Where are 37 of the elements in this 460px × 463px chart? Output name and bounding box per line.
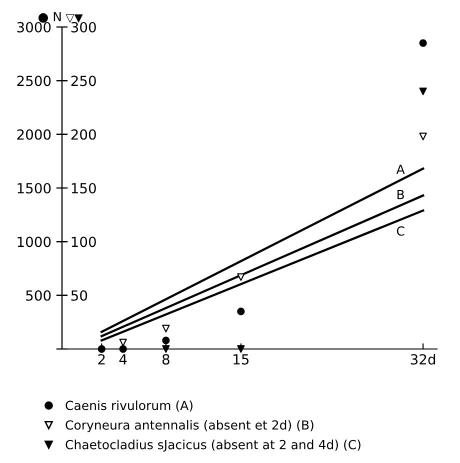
x-tick-label: 15 [234,354,249,365]
annotation: A [396,164,405,174]
y2-tick-label: 100 [72,236,96,248]
legend-label: Coryneura antennalis (absent et 2d) (B) [66,420,314,432]
y-tick-label: 500 [26,290,51,301]
point [162,336,170,344]
x-tick-label: 2 [98,354,105,364]
x-tick-label: 8 [162,354,170,365]
point [237,273,245,281]
annotation: C [396,226,404,236]
y2-axis-title: ▽▼ [66,14,83,23]
annotation: B [398,190,404,200]
point [162,345,170,353]
y-tick-label: 2500 [17,76,51,86]
point [162,324,170,332]
y-tick-label: 1000 [18,236,51,248]
point [119,338,127,346]
point [419,132,427,140]
y2-tick-label: 50 [71,290,88,301]
point [98,345,106,353]
y-tick-label: 2000 [17,129,51,140]
point [237,308,245,316]
point [419,39,427,47]
y2-tick-label: 150 [72,182,96,194]
legend-label: Caenis rivulorum (A) [66,400,192,412]
y2-tick-label: 200 [71,129,96,140]
y-axis-title: ● N [38,12,61,23]
x-tick-label: 4 [119,354,127,364]
point [119,345,127,353]
y2-tick-label: 300 [71,22,96,32]
y-tick-label: 3000 [17,22,51,32]
point [237,345,245,353]
y-tick-label: 1500 [18,182,51,194]
y2-tick-label: 250 [71,76,96,86]
x-tick-label: 32d [410,354,436,365]
legend-label: Chaetocladius sJacicus (absent at 2 and 4d) (C) [66,440,360,452]
point [419,88,427,96]
